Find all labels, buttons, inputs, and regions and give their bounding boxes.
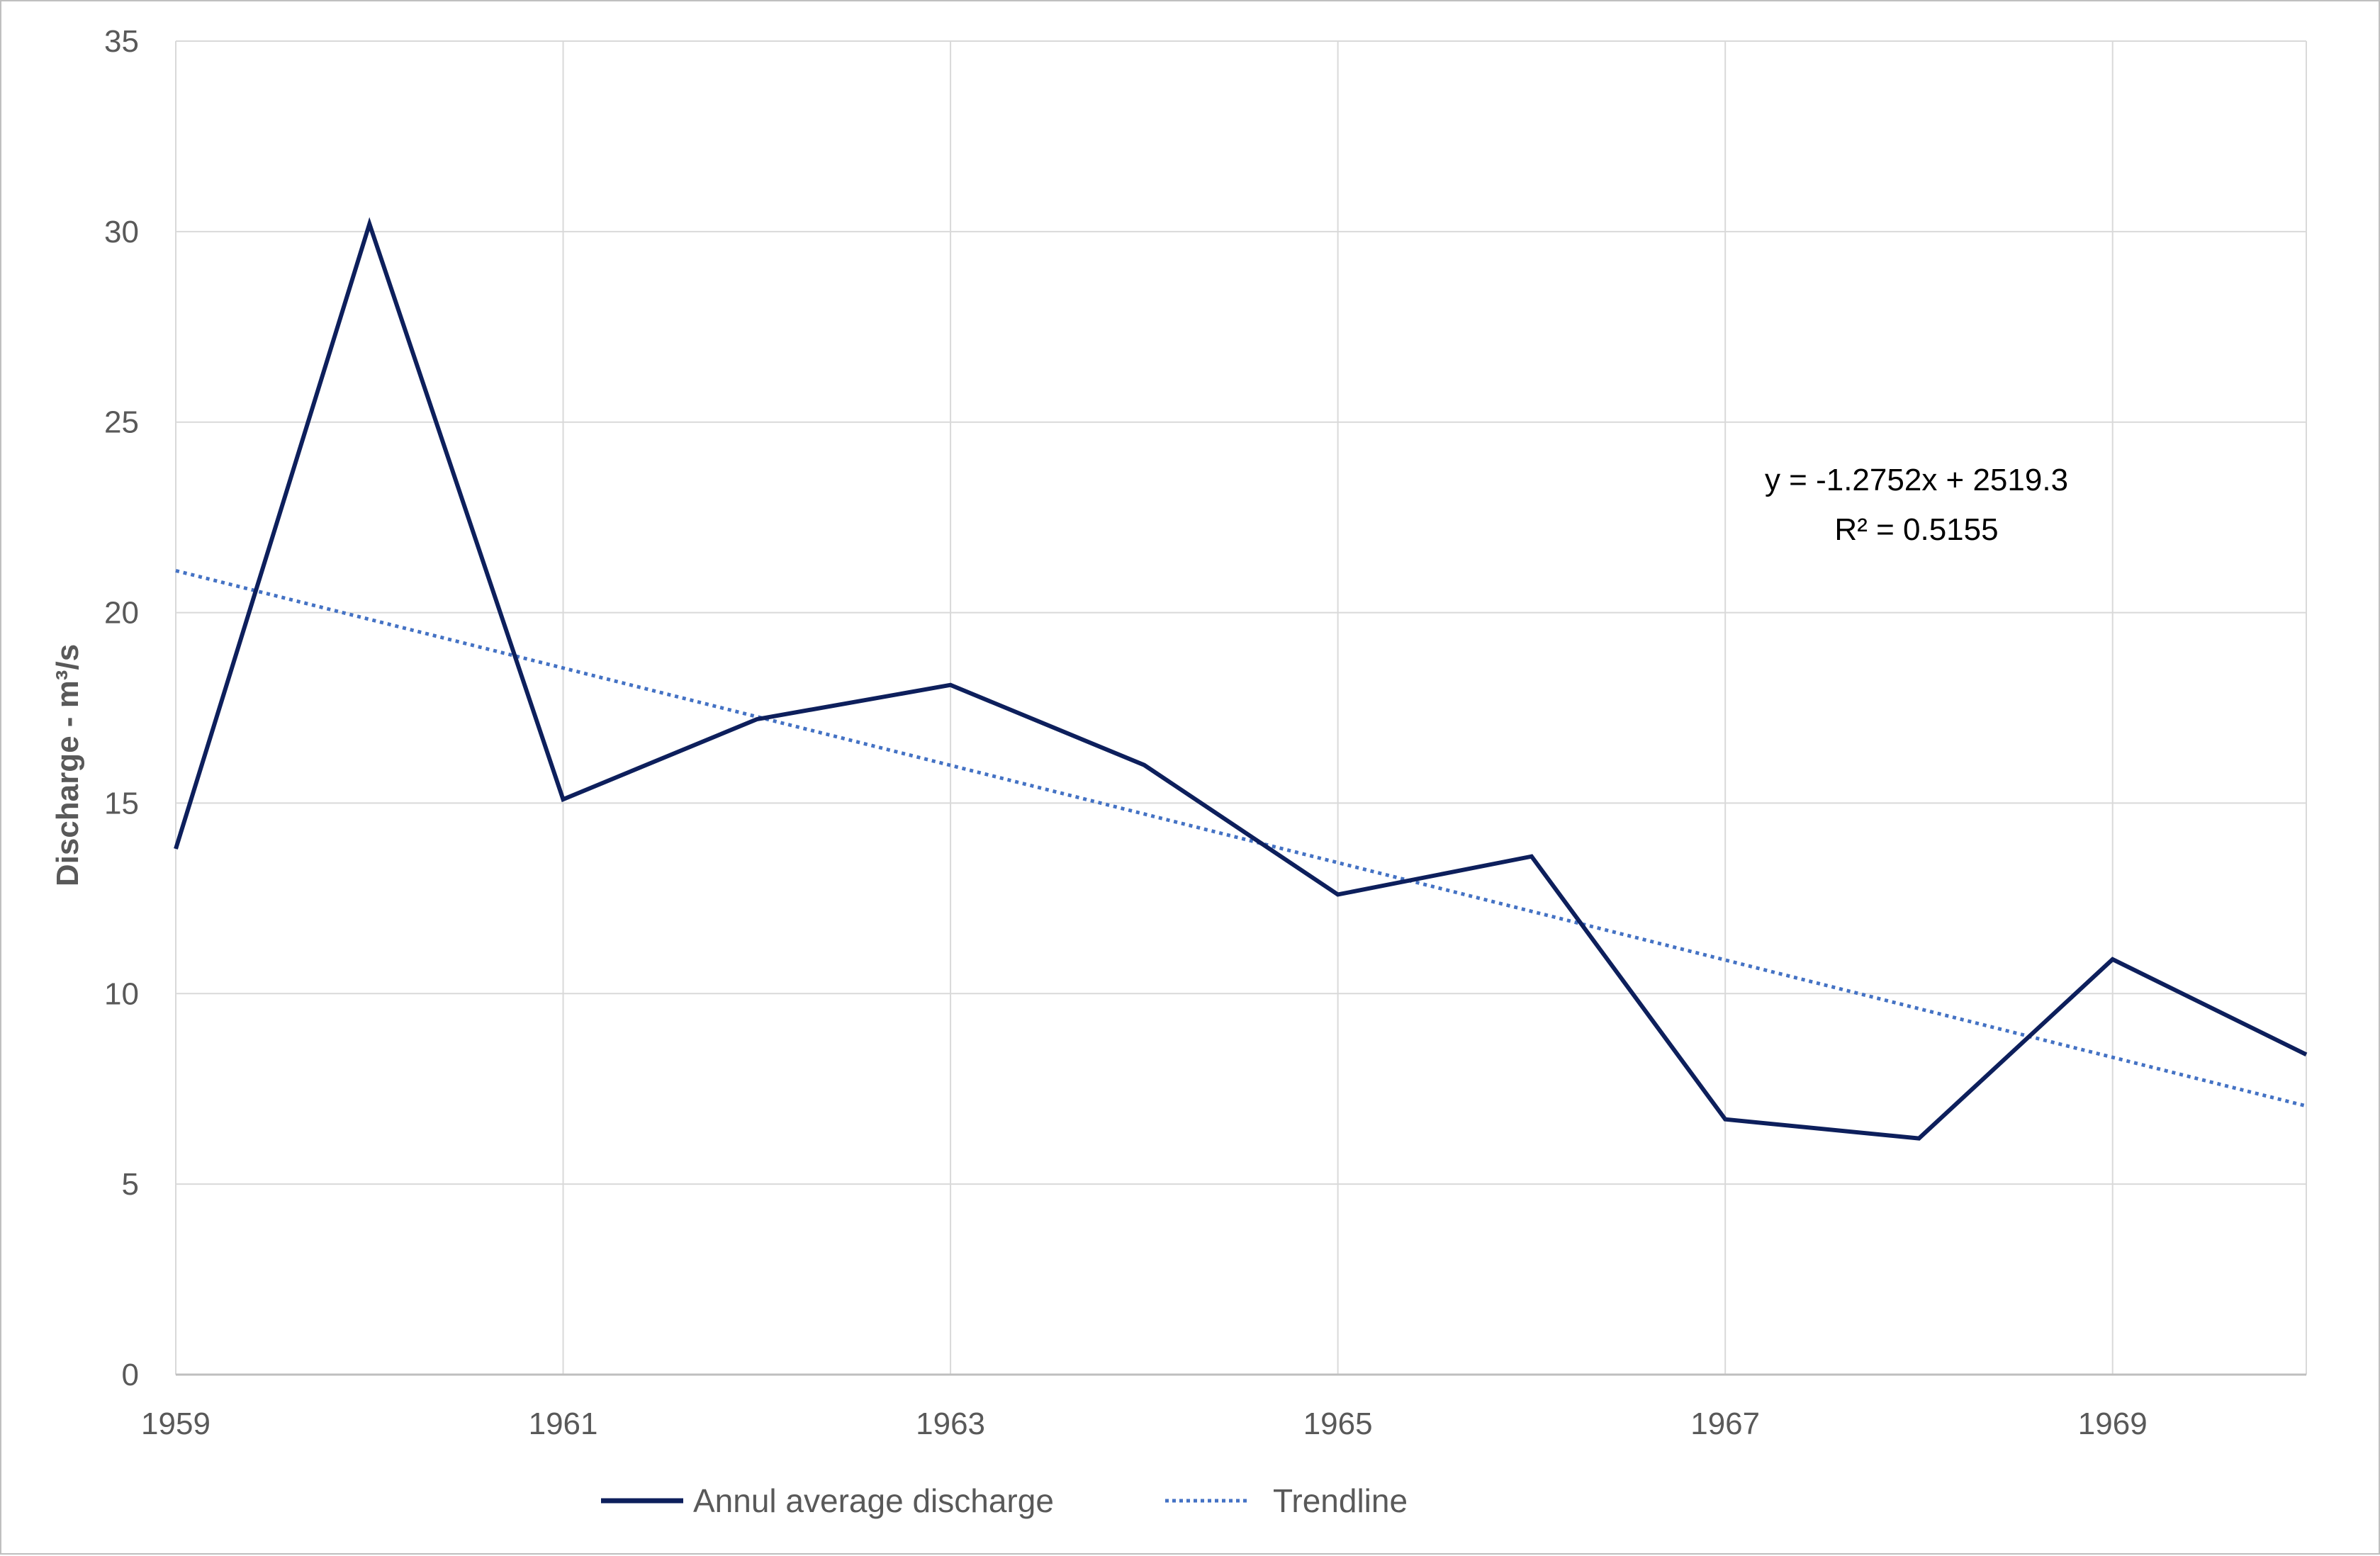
trendline-series	[175, 568, 2307, 1108]
y-axis-title: Discharge - m³/s	[50, 644, 85, 886]
y-tick-label: 20	[104, 596, 139, 631]
y-tick-label: 15	[104, 786, 139, 821]
legend-label-discharge: Annul average discharge	[693, 1482, 1054, 1519]
legend-label-trendline: Trendline	[1273, 1482, 1408, 1519]
y-tick-label: 35	[104, 24, 139, 59]
y-tick-label: 30	[104, 215, 139, 249]
x-tick-label: 1961	[529, 1406, 598, 1441]
x-tick-label: 1965	[1303, 1406, 1373, 1441]
x-tick-label: 1967	[1690, 1406, 1760, 1441]
x-tick-label: 1969	[2078, 1406, 2148, 1441]
y-tick-label: 25	[104, 405, 139, 440]
y-tick-label: 0	[122, 1358, 139, 1392]
x-tick-label: 1963	[916, 1406, 985, 1441]
trend-equation: y = -1.2752x + 2519.3	[1765, 463, 2068, 497]
legend: Annul average discharge Trendline	[601, 1482, 1408, 1519]
series-layer	[174, 217, 2308, 1141]
x-tick-label: 1959	[141, 1406, 211, 1441]
trend-annotation: y = -1.2752x + 2519.3 R² = 0.5155	[1765, 463, 2068, 547]
tick-layer: 0 5 10 15 20 25 30 35 1959 1961 1963 1965 1967 1969	[104, 24, 2148, 1441]
y-tick-label: 10	[104, 976, 139, 1011]
trend-r-squared: R² = 0.5155	[1834, 512, 1998, 547]
y-tick-label: 5	[122, 1167, 139, 1202]
discharge-series-line	[174, 217, 2308, 1141]
grid-layer	[175, 40, 2307, 1376]
